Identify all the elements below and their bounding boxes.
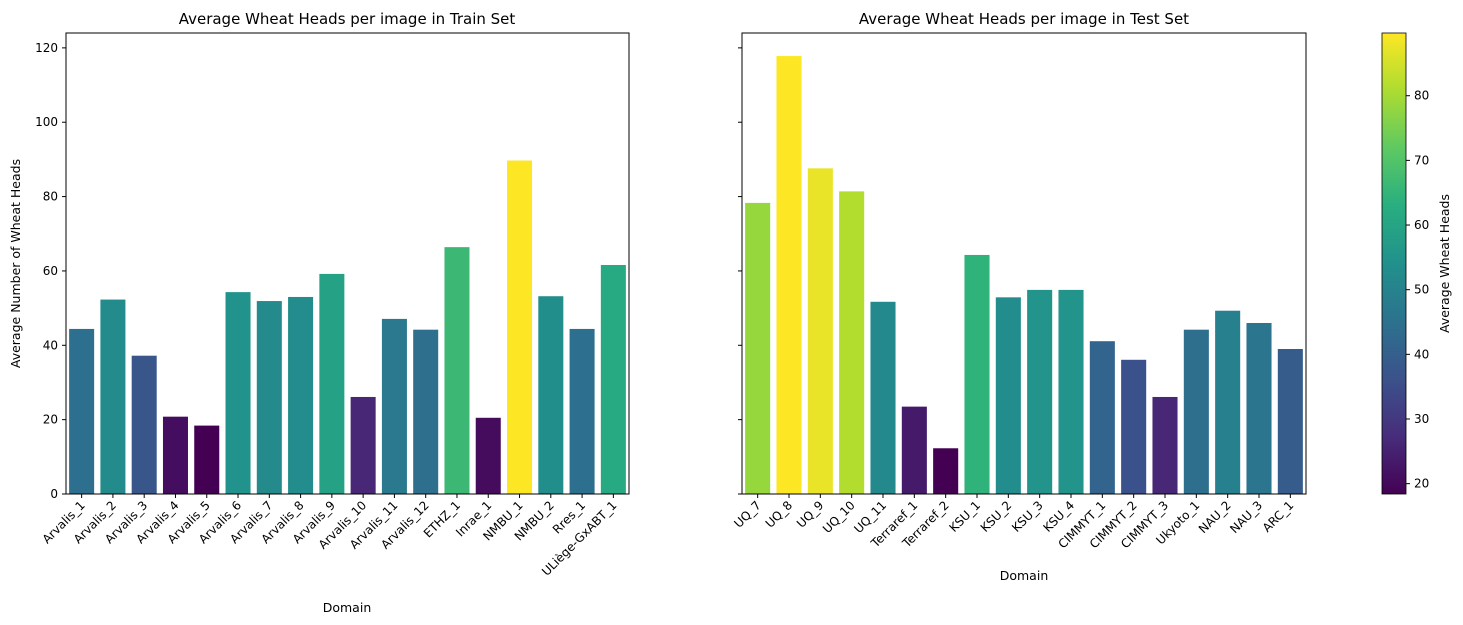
bar-KSU_4 — [1058, 289, 1084, 494]
bar-UQ_11 — [870, 301, 896, 494]
test-chart: Average Wheat Heads per image in Test Se… — [731, 10, 1307, 583]
bar-CIMMYT_2 — [1121, 359, 1147, 494]
x-tick-label: NAU_2 — [1196, 498, 1234, 536]
colorbar-ticks: 20 30 40 50 60 70 80 — [1406, 89, 1429, 491]
train-xlabel: Domain — [323, 600, 372, 615]
bar-UQ_9 — [807, 168, 833, 494]
colorbar-label: Average Wheat Heads — [1437, 194, 1452, 333]
y-tick-label: 100 — [35, 115, 58, 129]
bar-UQ_10 — [839, 191, 865, 495]
bar-Arvalis_10 — [350, 396, 376, 494]
bar-Arvalis_6 — [225, 292, 251, 494]
colorbar-gradient — [1381, 32, 1407, 495]
bar-NMBU_1 — [507, 160, 533, 494]
bar-Arvalis_1 — [69, 328, 95, 494]
y-tick-label: 80 — [43, 190, 58, 204]
bar-Ukyoto_1 — [1183, 329, 1209, 494]
bar-Rres_1 — [569, 328, 595, 494]
bar-Terraref_1 — [901, 406, 927, 494]
x-tick-label: KSU_2 — [978, 498, 1015, 535]
train-axes-frame — [65, 32, 630, 495]
colorbar-tick-label: 70 — [1414, 153, 1429, 167]
bar-NAU_2 — [1215, 310, 1241, 494]
colorbar-tick-label: 60 — [1414, 218, 1429, 232]
bar-ARC_1 — [1277, 349, 1303, 494]
x-tick-label: UQ_8 — [763, 498, 795, 530]
colorbar-tick-label: 80 — [1414, 89, 1429, 103]
bar-KSU_3 — [1027, 289, 1053, 494]
bar-KSU_1 — [964, 254, 990, 494]
y-tick-label: 60 — [43, 264, 58, 278]
bar-Arvalis_9 — [319, 273, 345, 494]
bar-Terraref_2 — [933, 448, 959, 494]
y-tick-label: 40 — [43, 338, 58, 352]
test-bars — [745, 56, 1303, 495]
train-bars — [69, 160, 626, 494]
bar-Arvalis_2 — [100, 299, 126, 494]
x-tick-label: KSU_3 — [1009, 498, 1046, 535]
bar-CIMMYT_1 — [1089, 341, 1115, 494]
test-axes-frame — [741, 32, 1307, 495]
x-tick-label: KSU_1 — [946, 498, 983, 535]
bar-Arvalis_7 — [256, 301, 282, 494]
train-ylabel: Average Number of Wheat Heads — [8, 159, 23, 368]
train-chart-title: Average Wheat Heads per image in Train S… — [179, 10, 516, 28]
x-tick-label: UQ_10 — [820, 498, 858, 536]
colorbar: 20 30 40 50 60 70 80 Average Wheat Heads — [1381, 32, 1452, 495]
colorbar-tick-label: 40 — [1414, 347, 1429, 361]
x-tick-label: UQ_7 — [731, 498, 763, 530]
bar-ETHZ_1 — [444, 247, 470, 494]
bar-Arvalis_4 — [162, 416, 188, 494]
bar-NAU_3 — [1246, 322, 1272, 494]
train-yticks: 0 20 40 60 80 100 120 — [35, 41, 66, 501]
x-tick-label: NAU_3 — [1227, 498, 1265, 536]
test-chart-title: Average Wheat Heads per image in Test Se… — [859, 10, 1189, 28]
bar-Arvalis_8 — [288, 296, 314, 494]
bar-KSU_2 — [995, 297, 1021, 494]
bar-Arvalis_12 — [413, 329, 439, 494]
bar-Inrae_1 — [475, 417, 501, 494]
bar-Arvalis_11 — [381, 318, 407, 494]
train-chart: Average Wheat Heads per image in Train S… — [8, 10, 630, 615]
bar-ULiège-GxABT_1 — [600, 264, 626, 494]
y-tick-label: 0 — [50, 487, 58, 501]
test-yticks — [738, 47, 742, 495]
y-tick-label: 20 — [43, 413, 58, 427]
test-xticks: UQ_7UQ_8UQ_9UQ_10UQ_11Terraref_1Terraref… — [731, 494, 1296, 551]
y-tick-label: 120 — [35, 41, 58, 55]
colorbar-tick-label: 30 — [1414, 412, 1429, 426]
test-xlabel: Domain — [1000, 568, 1049, 583]
bar-Arvalis_3 — [131, 355, 157, 494]
colorbar-tick-label: 20 — [1414, 477, 1429, 491]
bar-UQ_7 — [745, 202, 771, 494]
colorbar-tick-label: 50 — [1414, 283, 1429, 297]
bar-Arvalis_5 — [194, 425, 220, 494]
bar-NMBU_2 — [538, 296, 564, 494]
train-xticks: Arvalis_1Arvalis_2Arvalis_3Arvalis_4Arva… — [40, 494, 619, 579]
bar-UQ_8 — [776, 56, 802, 495]
bar-CIMMYT_3 — [1152, 396, 1178, 494]
x-tick-label: ARC_1 — [1260, 498, 1297, 535]
